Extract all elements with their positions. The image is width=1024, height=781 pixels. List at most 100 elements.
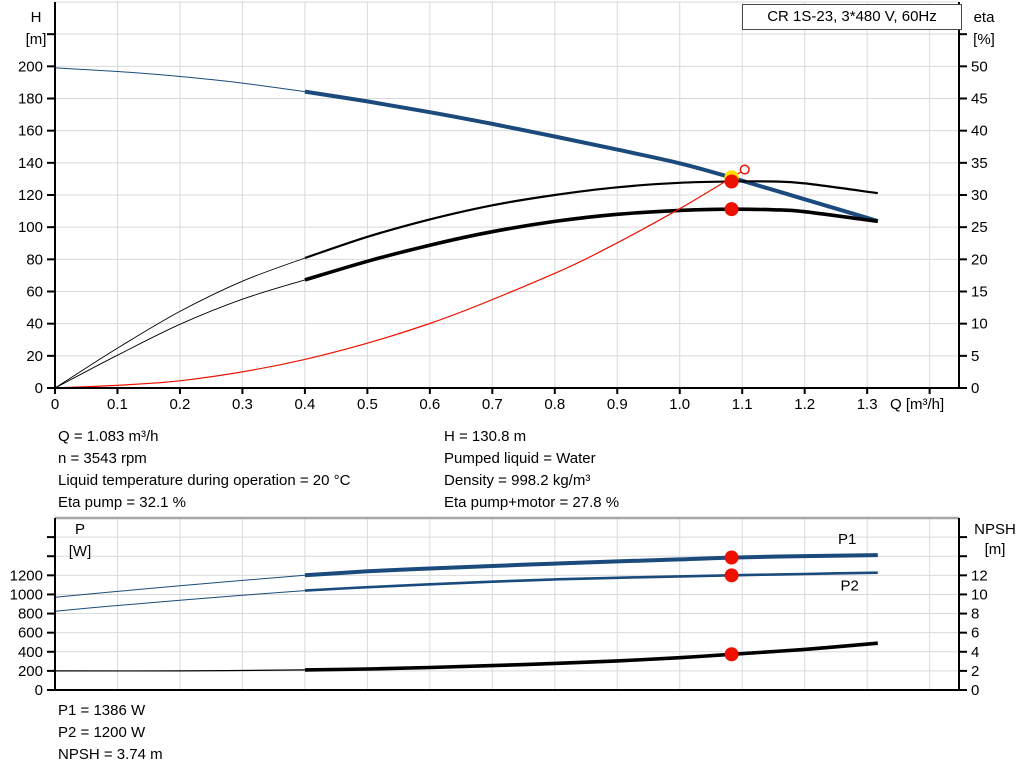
svg-text:1200: 1200 xyxy=(10,567,43,584)
power-npsh-chart-left-axis-title: P xyxy=(75,521,85,538)
eta-pump-extension xyxy=(54,257,306,389)
svg-text:1.0: 1.0 xyxy=(669,396,690,413)
svg-text:45: 45 xyxy=(971,91,988,108)
svg-text:8: 8 xyxy=(971,606,979,623)
svg-text:30: 30 xyxy=(971,187,988,204)
svg-text:600: 600 xyxy=(18,625,43,642)
svg-text:[m]: [m] xyxy=(985,541,1006,558)
svg-text:6: 6 xyxy=(971,625,979,642)
duty-point-p1 xyxy=(724,550,739,565)
svg-text:180: 180 xyxy=(18,91,43,108)
qh-eta-chart: 0 20 40 60 80 100 120 140 160 180 200 0 5 10 15 20 25 30 3… xyxy=(18,1,996,413)
p1-curve xyxy=(304,553,878,578)
svg-text:0.8: 0.8 xyxy=(544,396,565,413)
svg-text:25: 25 xyxy=(971,219,988,236)
svg-text:2: 2 xyxy=(971,663,979,680)
svg-text:0: 0 xyxy=(35,380,43,397)
svg-text:0.6: 0.6 xyxy=(419,396,440,413)
note-speed: n = 3543 rpm xyxy=(58,450,147,467)
svg-text:4: 4 xyxy=(971,644,979,661)
svg-text:0.1: 0.1 xyxy=(107,396,128,413)
note-head: H = 130.8 m xyxy=(444,428,527,445)
svg-text:40: 40 xyxy=(971,123,988,140)
qh-eta-chart-axes: 0 20 40 60 80 100 120 140 160 180 200 0 5 10 15 20 25 30 3… xyxy=(18,2,988,413)
eta-pump-curve xyxy=(304,180,878,260)
curve-label-p2: P2 xyxy=(840,578,858,595)
rated-point-open-circle xyxy=(739,164,750,175)
svg-text:1.2: 1.2 xyxy=(794,396,815,413)
power-npsh-chart: P1 P2 0 200 400 600 800 1000 1200 0 2 4 6 8 10 12 P [W] NP… xyxy=(10,516,1016,699)
qh-extension xyxy=(54,67,305,93)
note-p2: P2 = 1200 W xyxy=(58,724,146,741)
qh-eta-chart-right-axis-title: eta xyxy=(974,9,996,26)
power-npsh-chart-right-axis-title: NPSH xyxy=(974,521,1016,538)
eta-pump-motor-curve xyxy=(304,207,879,282)
duty-notes-right: H = 130.8 m Pumped liquid = Water Densit… xyxy=(444,426,619,514)
note-eta-pump: Eta pump = 32.1 % xyxy=(58,494,186,511)
svg-text:1.1: 1.1 xyxy=(732,396,753,413)
svg-text:0.7: 0.7 xyxy=(482,396,503,413)
svg-text:50: 50 xyxy=(971,58,988,75)
svg-text:10: 10 xyxy=(971,316,988,333)
p2-extension xyxy=(54,590,305,612)
svg-text:0: 0 xyxy=(971,682,979,699)
svg-text:10: 10 xyxy=(971,586,988,603)
pump-title-box: CR 1S-23, 3*480 V, 60Hz xyxy=(742,4,962,30)
svg-text:200: 200 xyxy=(18,663,43,680)
svg-text:40: 40 xyxy=(26,316,43,333)
note-liquid-temperature: Liquid temperature during operation = 20… xyxy=(58,472,351,489)
svg-text:0.4: 0.4 xyxy=(294,396,315,413)
note-p1: P1 = 1386 W xyxy=(58,702,146,719)
svg-text:0: 0 xyxy=(35,682,43,699)
svg-text:1.3: 1.3 xyxy=(857,396,878,413)
qh-eta-chart-gridlines xyxy=(55,1,959,388)
svg-text:35: 35 xyxy=(971,155,988,172)
p1-extension xyxy=(54,574,305,598)
svg-text:1000: 1000 xyxy=(10,586,43,603)
note-eta-pump-motor: Eta pump+motor = 27.8 % xyxy=(444,494,620,511)
svg-text:100: 100 xyxy=(18,219,43,236)
note-density: Density = 998.2 kg/m³ xyxy=(444,472,591,489)
duty-point-npsh xyxy=(724,647,739,662)
svg-text:0.2: 0.2 xyxy=(170,396,191,413)
duty-point-p2 xyxy=(724,568,739,583)
svg-text:140: 140 xyxy=(18,155,43,172)
svg-text:12: 12 xyxy=(971,567,988,584)
svg-text:800: 800 xyxy=(18,606,43,623)
x-axis-unit-label: Q [m³/h] xyxy=(890,396,944,413)
svg-text:0.3: 0.3 xyxy=(232,396,253,413)
svg-text:0.5: 0.5 xyxy=(357,396,378,413)
svg-text:[m]: [m] xyxy=(26,31,47,48)
svg-text:0: 0 xyxy=(51,396,59,413)
svg-text:400: 400 xyxy=(18,644,43,661)
svg-text:0: 0 xyxy=(971,380,979,397)
svg-text:120: 120 xyxy=(18,187,43,204)
note-npsh: NPSH = 3.74 m xyxy=(58,746,163,763)
qh-curve xyxy=(304,89,879,224)
svg-text:[%]: [%] xyxy=(973,31,995,48)
qh-eta-chart-left-axis-title: H xyxy=(31,9,42,26)
npsh-extension xyxy=(54,669,305,672)
system-curve xyxy=(54,169,746,389)
svg-text:200: 200 xyxy=(18,58,43,75)
power-npsh-chart-axes: 0 200 400 600 800 1000 1200 0 2 4 6 8 10 12 xyxy=(10,518,988,699)
svg-text:80: 80 xyxy=(26,251,43,268)
svg-text:160: 160 xyxy=(18,123,43,140)
npsh-curve xyxy=(304,641,878,672)
duty-notes-left: Q = 1.083 m³/h n = 3543 rpm Liquid tempe… xyxy=(58,426,350,514)
svg-text:[W]: [W] xyxy=(69,543,92,560)
svg-text:5: 5 xyxy=(971,348,979,365)
note-pumped-liquid: Pumped liquid = Water xyxy=(444,450,596,467)
svg-text:15: 15 xyxy=(971,284,988,301)
svg-text:60: 60 xyxy=(26,284,43,301)
pump-title: CR 1S-23, 3*480 V, 60Hz xyxy=(767,8,937,25)
note-flow: Q = 1.083 m³/h xyxy=(58,428,159,445)
curve-label-p1: P1 xyxy=(838,531,856,548)
svg-text:0.9: 0.9 xyxy=(607,396,628,413)
p2-curve xyxy=(304,571,878,592)
duty-point-eta-pump-motor xyxy=(724,202,739,217)
power-notes: P1 = 1386 W P2 = 1200 W NPSH = 3.74 m xyxy=(58,700,163,766)
duty-point-eta-pump xyxy=(724,174,739,189)
